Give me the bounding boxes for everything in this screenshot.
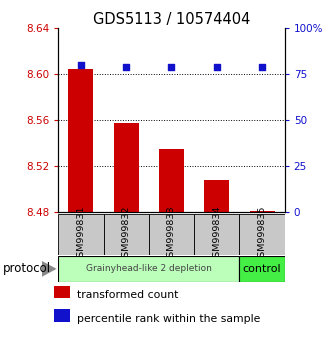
Bar [239, 256, 285, 282]
Text: protocol: protocol [3, 262, 52, 275]
Text: GSM999831: GSM999831 [76, 206, 86, 263]
Bar [159, 149, 184, 212]
Bar [250, 211, 274, 212]
Bar [114, 123, 139, 212]
Bar [69, 69, 93, 212]
Bar [149, 214, 194, 255]
Bar [104, 214, 149, 255]
Title: GDS5113 / 10574404: GDS5113 / 10574404 [93, 12, 250, 27]
Bar [204, 180, 229, 212]
Text: GSM999835: GSM999835 [257, 206, 267, 263]
Point [169, 64, 174, 70]
Bar [55, 286, 70, 298]
Text: control: control [243, 264, 281, 274]
Point [124, 64, 129, 70]
Bar [55, 309, 70, 322]
Bar [239, 214, 285, 255]
Text: Grainyhead-like 2 depletion: Grainyhead-like 2 depletion [86, 264, 212, 273]
Bar [58, 256, 239, 282]
Text: GSM999832: GSM999832 [122, 206, 131, 263]
Text: GSM999833: GSM999833 [167, 206, 176, 263]
Text: percentile rank within the sample: percentile rank within the sample [77, 314, 260, 324]
Point [259, 64, 265, 70]
Point [214, 64, 219, 70]
Polygon shape [42, 261, 57, 277]
Text: GSM999834: GSM999834 [212, 206, 221, 263]
Bar [58, 214, 104, 255]
Bar [194, 214, 239, 255]
Point [78, 62, 84, 68]
Text: transformed count: transformed count [77, 290, 178, 300]
